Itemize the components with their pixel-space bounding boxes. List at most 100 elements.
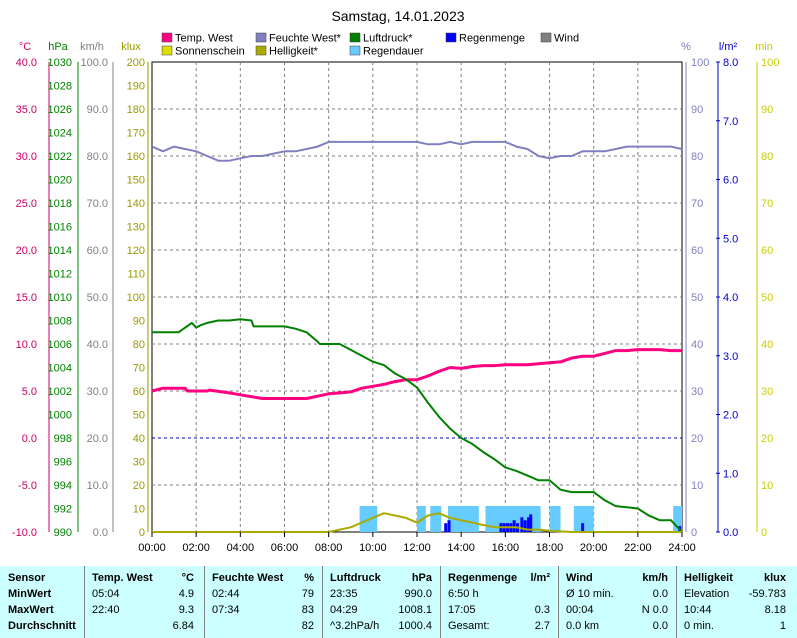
tick-label-klux_left: 20 <box>133 480 145 492</box>
summary-cell-left: 07:34 <box>212 604 240 616</box>
tick-label-pressure: 990 <box>54 527 72 539</box>
legend-label: Regendauer <box>363 46 424 58</box>
summary-cell-right: 8.18 <box>764 604 786 616</box>
tick-label-pressure: 1030 <box>48 57 72 69</box>
series-line <box>151 348 682 400</box>
summary-unit: km/h <box>642 572 668 584</box>
summary-header-row: Wind km/h <box>560 571 676 585</box>
summary-separator <box>84 566 85 638</box>
summary-separator <box>676 566 677 638</box>
legend-swatch <box>161 45 173 56</box>
tick-label-wind: 10.0 <box>87 480 108 492</box>
regendauer-bar <box>573 506 594 532</box>
tick-label-wind: 30.0 <box>87 386 108 398</box>
summary-cell-row: ^3.2hPa/h 1000.4 <box>324 619 440 633</box>
tick-label-klux_left: 10 <box>133 504 145 516</box>
tick-label-humidity: 0 <box>691 527 697 539</box>
tick-label-rain: 7.0 <box>723 116 738 128</box>
summary-cell-row: 6.84 <box>86 619 202 633</box>
x-tick-label: 06:00 <box>271 542 299 554</box>
summary-cell-row: Elevation -59.783 <box>678 587 794 601</box>
summary-separator <box>558 566 559 638</box>
tick-label-klux_left: 140 <box>127 198 145 210</box>
summary-cell-row: 07:34 83 <box>206 603 322 617</box>
tick-label-rain: 4.0 <box>723 292 738 304</box>
regenmenge-bar <box>444 523 448 532</box>
tick-label-temp: 40.0 <box>16 57 37 69</box>
axis-unit-klux_left: klux <box>121 41 141 53</box>
tick-label-temp: 5.0 <box>22 386 37 398</box>
summary-cell-left: 22:40 <box>92 604 120 616</box>
legend: Temp. West Feuchte West* Luftdruck* Regenme… <box>161 32 579 58</box>
tick-label-sun: 80 <box>761 151 773 163</box>
tick-label-humidity: 20 <box>691 433 703 445</box>
x-tick-label: 10:00 <box>359 542 387 554</box>
summary-row-label: Sensor <box>8 572 46 584</box>
tick-label-sun: 30 <box>761 386 773 398</box>
summary-cell-left: Gesamt: <box>448 620 490 632</box>
tick-label-rain: 6.0 <box>723 175 738 187</box>
tick-label-klux_left: 30 <box>133 457 145 469</box>
summary-cell-left: 00:04 <box>566 604 594 616</box>
tick-label-humidity: 10 <box>691 480 703 492</box>
tick-label-sun: 70 <box>761 198 773 210</box>
tick-label-klux_left: 80 <box>133 339 145 351</box>
tick-label-wind: 40.0 <box>87 339 108 351</box>
tick-label-klux_left: 50 <box>133 410 145 422</box>
summary-header: Regenmenge <box>448 572 518 584</box>
regenmenge-bar <box>529 514 533 532</box>
summary-cell-right: N 0.0 <box>641 604 668 616</box>
summary-unit: hPa <box>411 572 432 584</box>
tick-label-humidity: 80 <box>691 151 703 163</box>
summary-column: Temp. West °C 05:04 4.9 22:40 9.3 6.84 <box>86 566 202 638</box>
tick-label-pressure: 1026 <box>48 104 72 116</box>
series-line <box>152 512 682 533</box>
tick-label-sun: 60 <box>761 245 773 257</box>
tick-label-klux_left: 170 <box>127 128 145 140</box>
tick-label-pressure: 1004 <box>48 363 72 375</box>
tick-label-pressure: 1018 <box>48 198 72 210</box>
tick-label-rain: 3.0 <box>723 351 738 363</box>
tick-label-pressure: 1016 <box>48 222 72 234</box>
summary-cell-right: 1000.4 <box>398 620 432 632</box>
tick-label-humidity: 70 <box>691 198 703 210</box>
legend-swatch <box>349 32 361 43</box>
tick-label-klux_left: 60 <box>133 386 145 398</box>
legend-swatch <box>349 45 361 56</box>
tick-label-humidity: 100 <box>691 57 709 69</box>
legend-label: Wind <box>554 33 579 45</box>
legend-label: Regenmenge <box>459 33 525 45</box>
x-tick-label: 00:00 <box>138 542 166 554</box>
tick-label-rain: 0.0 <box>723 527 738 539</box>
x-tick-label: 02:00 <box>182 542 210 554</box>
tick-label-wind: 90.0 <box>87 104 108 116</box>
summary-column: Regenmenge l/m² 6:50 h 17:05 0.3 Gesamt: 2.7 <box>442 566 558 638</box>
summary-unit: % <box>304 572 314 584</box>
x-tick-label: 24:00 <box>668 542 696 554</box>
x-tick-label: 12:00 <box>403 542 431 554</box>
x-tick-label: 04:00 <box>227 542 255 554</box>
tick-label-klux_left: 190 <box>127 81 145 93</box>
summary-table: Sensor MinWert MaxWert Durchschnitt Temp. We… <box>0 566 797 638</box>
summary-cell-right: 0.3 <box>534 604 550 616</box>
summary-cell-right: 9.3 <box>178 604 194 616</box>
legend-swatch <box>255 45 267 56</box>
axis-unit-pressure: hPa <box>48 41 68 53</box>
regendauer-bars <box>359 506 682 532</box>
tick-label-klux_left: 100 <box>127 292 145 304</box>
tick-label-rain: 8.0 <box>723 57 738 69</box>
tick-label-pressure: 992 <box>54 504 72 516</box>
tick-label-wind: 80.0 <box>87 151 108 163</box>
tick-label-pressure: 1024 <box>48 128 72 140</box>
summary-header-row: Luftdruck hPa <box>324 571 440 585</box>
x-tick-label: 18:00 <box>536 542 564 554</box>
summary-header-row: Helligkeit klux <box>678 571 794 585</box>
legend-label: Temp. West <box>175 33 233 45</box>
tick-label-wind: 70.0 <box>87 198 108 210</box>
summary-cell-right: 4.9 <box>178 588 194 600</box>
tick-label-temp: -10.0 <box>12 527 37 539</box>
grid <box>152 62 682 532</box>
tick-label-sun: 20 <box>761 433 773 445</box>
chart-title: Samstag, 14.01.2023 <box>331 8 464 24</box>
axis-unit-sun: min <box>755 41 773 53</box>
